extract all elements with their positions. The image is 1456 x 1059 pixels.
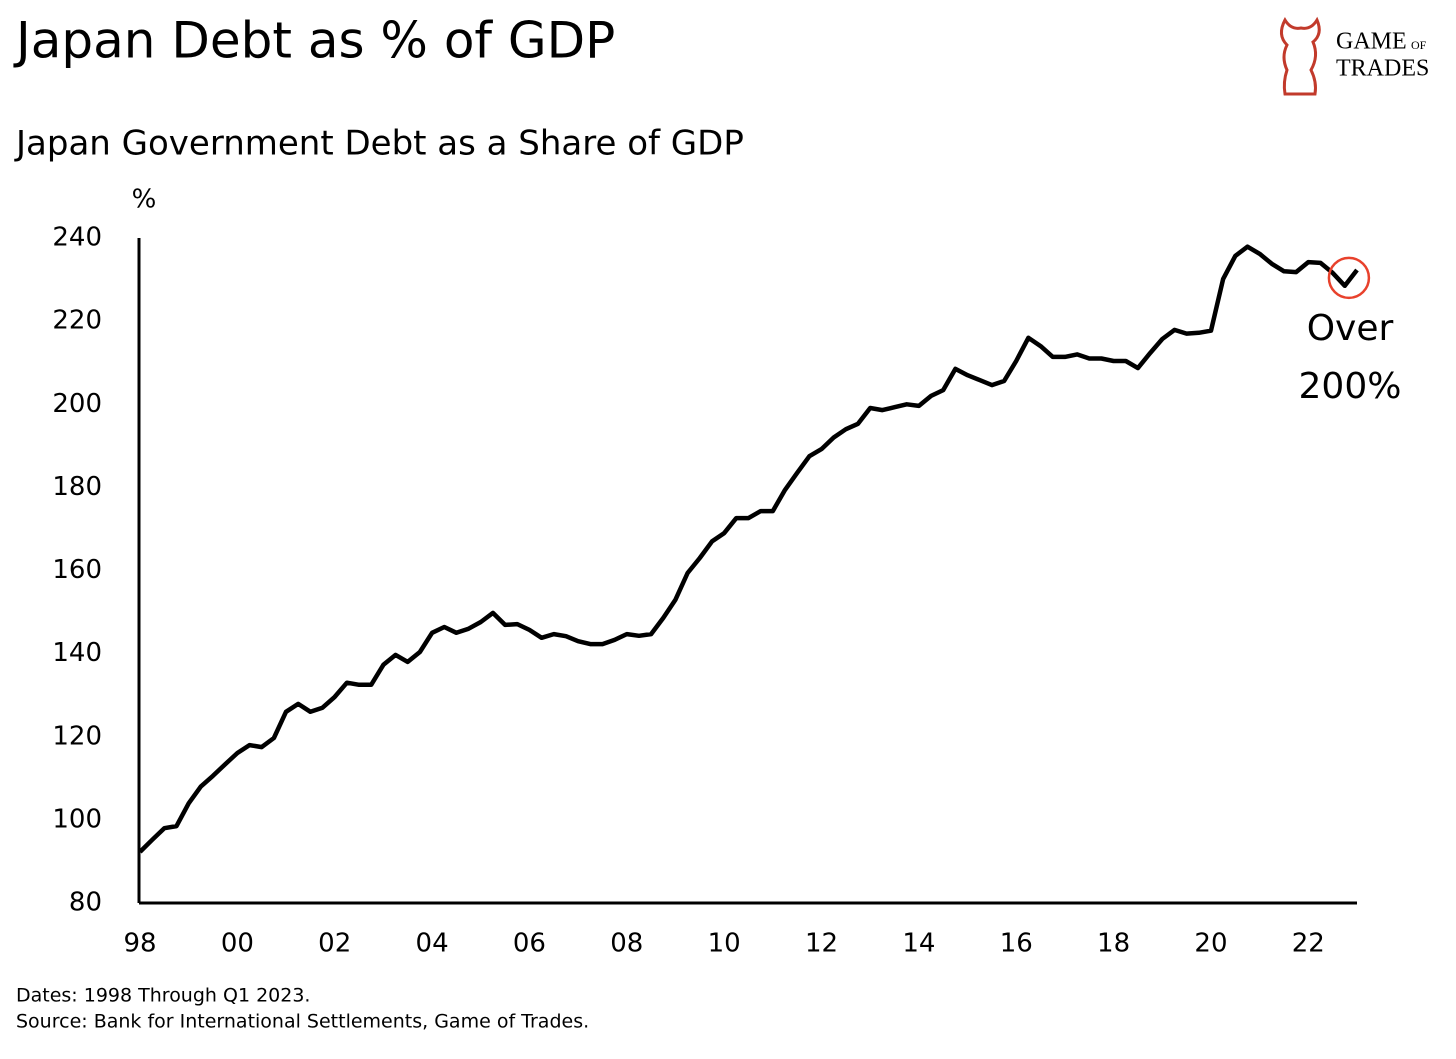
y-tick-label: 120 [52, 721, 102, 751]
logo-icon [1280, 16, 1321, 96]
x-tick-label: 02 [318, 929, 351, 959]
x-tick-label: 20 [1194, 929, 1227, 959]
logo-text: GAME [1336, 29, 1407, 55]
annotation: 200% [1299, 366, 1402, 407]
x-tick-label: 08 [610, 929, 643, 959]
footnote: Source: Bank for International Settlemen… [16, 1011, 589, 1033]
x-tick-label: 10 [708, 929, 741, 959]
y-tick-label: 240 [52, 223, 102, 253]
x-tick-label: 18 [1097, 929, 1130, 959]
y-tick-label: 160 [52, 555, 102, 585]
highlight-circle [1327, 256, 1371, 300]
x-tick-label: 00 [221, 929, 254, 959]
x-tick-label: 22 [1292, 929, 1325, 959]
chart-title: Japan Debt as % of GDP [13, 12, 615, 70]
y-unit: % [132, 185, 157, 215]
footnote: Dates: 1998 Through Q1 2023. [16, 985, 310, 1007]
x-tick-label: 16 [1000, 929, 1033, 959]
y-tick-label: 180 [52, 472, 102, 502]
annotation: Over [1307, 308, 1394, 349]
x-tick-label: 04 [416, 929, 449, 959]
y-tick-label: 140 [52, 638, 102, 668]
y-tick-label: 220 [52, 306, 102, 336]
y-tick-label: 100 [52, 804, 102, 834]
x-tick-label: 12 [805, 929, 838, 959]
x-tick-label: 98 [123, 929, 156, 959]
y-tick-label: 80 [69, 888, 102, 918]
logo: GAME OF TRADES [1280, 16, 1429, 96]
x-tick-label: 06 [513, 929, 546, 959]
data-line [138, 244, 1359, 854]
x-tick-label: 14 [902, 929, 935, 959]
chart-subtitle: Japan Government Debt as a Share of GDP [14, 124, 744, 164]
logo-text: TRADES [1336, 56, 1429, 82]
y-tick-label: 200 [52, 389, 102, 419]
logo-text: OF [1411, 38, 1427, 52]
